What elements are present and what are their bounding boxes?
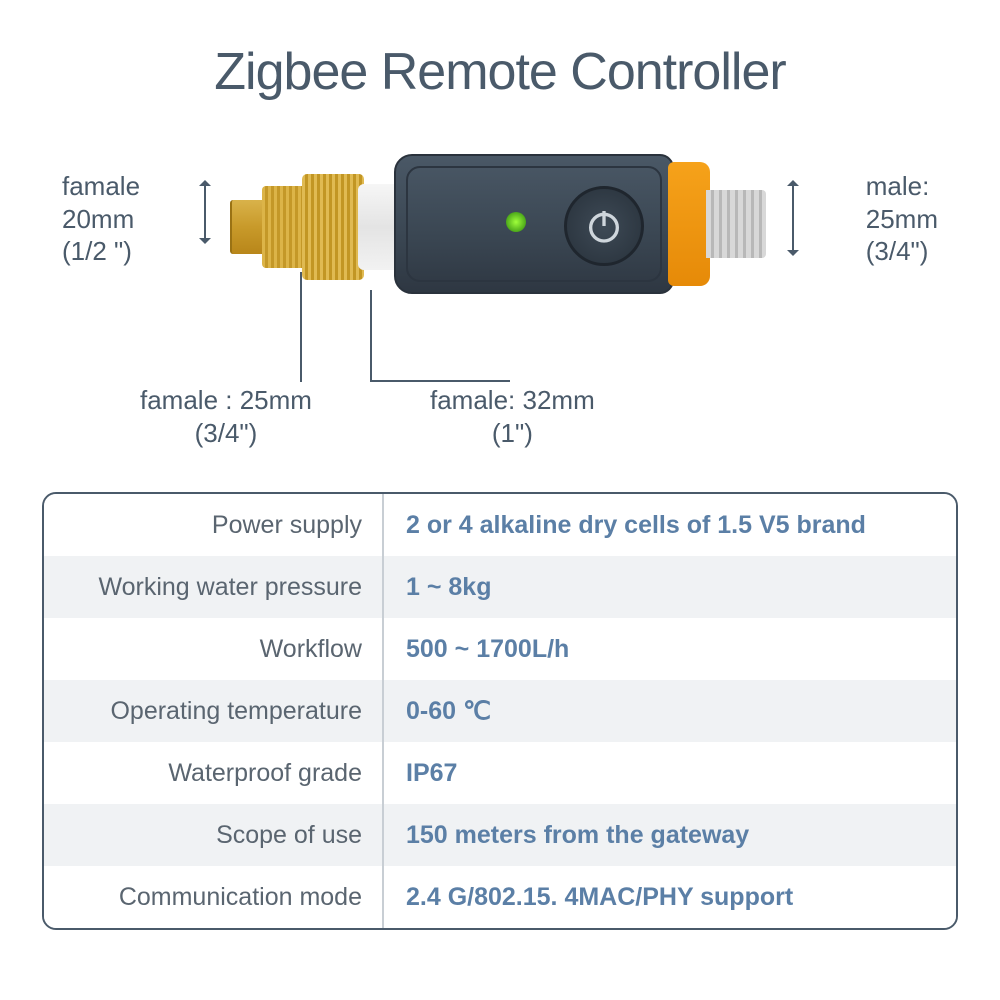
table-row: Scope of use 150 meters from the gateway	[44, 804, 956, 866]
power-button-icon	[564, 186, 644, 266]
table-row: Operating temperature 0-60 ℃	[44, 680, 956, 742]
page-title: Zigbee Remote Controller	[0, 0, 1000, 102]
callout-female-25: famale : 25mm (3/4")	[140, 384, 312, 449]
spec-label: Workflow	[44, 618, 384, 680]
male-thread	[706, 190, 766, 258]
leader-line-icon	[300, 272, 302, 382]
product-diagram: famale 20mm (1/2 ") male: 25mm (3/4") fa…	[0, 122, 1000, 492]
spec-value: IP67	[384, 759, 956, 788]
dimension-arrow-icon	[204, 182, 206, 242]
brass-connector	[230, 170, 400, 284]
spec-value: 0-60 ℃	[384, 696, 956, 726]
table-row: Communication mode 2.4 G/802.15. 4MAC/PH…	[44, 866, 956, 928]
spec-value: 150 meters from the gateway	[384, 821, 956, 850]
led-indicator-icon	[506, 212, 526, 232]
callout-female-20: famale 20mm (1/2 ")	[62, 170, 140, 268]
spec-value: 2.4 G/802.15. 4MAC/PHY support	[384, 883, 956, 912]
table-row: Power supply 2 or 4 alkaline dry cells o…	[44, 494, 956, 556]
callout-male-25: male: 25mm (3/4")	[866, 170, 938, 268]
spec-label: Scope of use	[44, 804, 384, 866]
table-row: Working water pressure 1 ~ 8kg	[44, 556, 956, 618]
table-row: Workflow 500 ~ 1700L/h	[44, 618, 956, 680]
spec-value: 500 ~ 1700L/h	[384, 635, 956, 664]
spec-label: Operating temperature	[44, 680, 384, 742]
table-row: Waterproof grade IP67	[44, 742, 956, 804]
device-illustration	[230, 152, 770, 302]
specs-table: Power supply 2 or 4 alkaline dry cells o…	[42, 492, 958, 930]
orange-cap	[668, 162, 710, 286]
leader-line-icon	[370, 290, 510, 382]
callout-female-32: famale: 32mm (1")	[430, 384, 595, 449]
spec-label: Waterproof grade	[44, 742, 384, 804]
spec-value: 2 or 4 alkaline dry cells of 1.5 V5 bran…	[384, 511, 956, 540]
spec-value: 1 ~ 8kg	[384, 573, 956, 602]
device-body	[394, 154, 674, 294]
spec-label: Power supply	[44, 494, 384, 556]
spec-label: Communication mode	[44, 866, 384, 928]
spec-label: Working water pressure	[44, 556, 384, 618]
dimension-arrow-icon	[792, 182, 794, 254]
